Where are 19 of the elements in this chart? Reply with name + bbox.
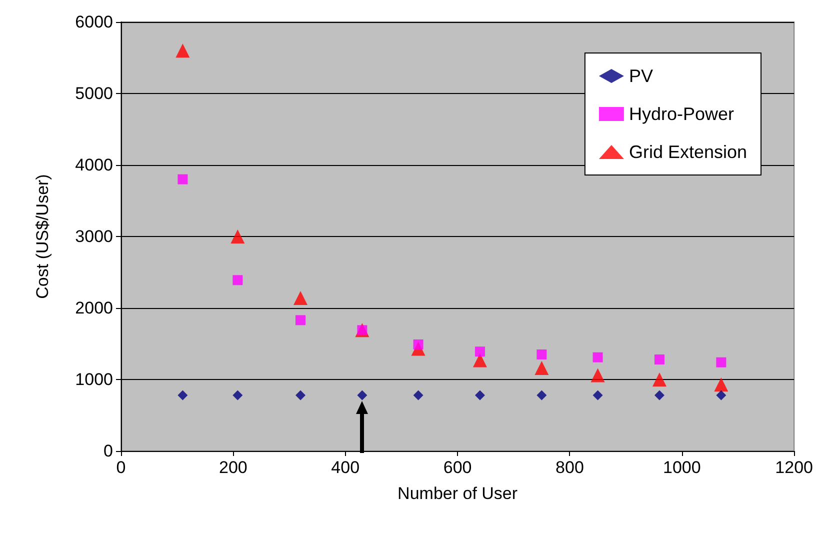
x-tick-label: 800 <box>556 458 584 477</box>
legend-label: PV <box>628 66 653 86</box>
legend-label: Grid Extension <box>628 142 748 162</box>
y-tick-label: 6000 <box>75 12 113 32</box>
x-tick-label: 1200 <box>775 458 814 477</box>
y-tick-label: 4000 <box>75 156 113 174</box>
legend-label: Hydro-Power <box>628 104 734 124</box>
y-tick-label: 1000 <box>75 370 113 389</box>
x-tick-label: 0 <box>116 458 126 477</box>
y-axis-title: Cost (US$/User) <box>33 174 52 299</box>
x-tick-label: 1000 <box>662 458 701 477</box>
y-tick-label: 2000 <box>75 298 113 318</box>
x-axis-title: Number of User <box>398 484 518 503</box>
y-tick-label: 5000 <box>75 84 113 103</box>
y-tick-label: 0 <box>104 442 113 460</box>
x-tick-label: 200 <box>218 458 248 477</box>
x-tick-label: 600 <box>443 458 472 477</box>
x-tick-label: 400 <box>331 458 360 477</box>
y-tick-label: 3000 <box>75 227 113 246</box>
